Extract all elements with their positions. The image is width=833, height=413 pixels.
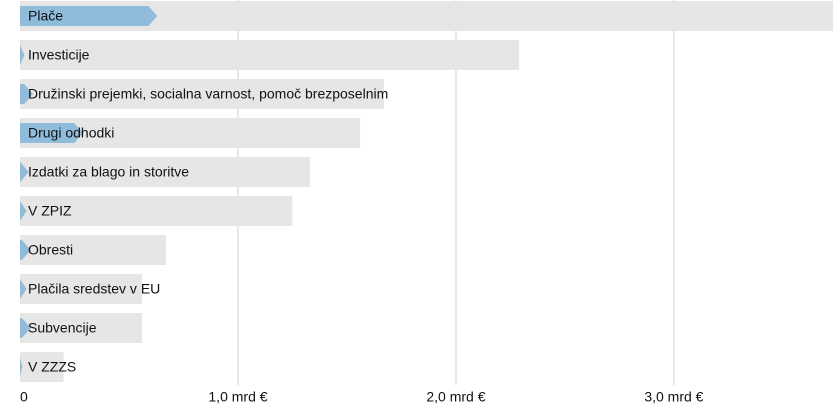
bar <box>20 40 520 70</box>
category-label: Investicije <box>28 47 90 63</box>
x-tick-label: 2,0 mrd € <box>426 389 485 405</box>
bar <box>20 357 23 377</box>
bar <box>20 45 25 65</box>
bar <box>20 352 64 382</box>
bar <box>20 6 158 26</box>
bar <box>20 162 29 182</box>
bar <box>20 123 84 143</box>
x-tick-label: 0 <box>20 389 28 405</box>
category-label: V ZZZS <box>28 359 76 375</box>
category-label: Subvencije <box>28 320 97 336</box>
category-label: Plače <box>28 8 63 24</box>
bar <box>20 196 293 226</box>
bar <box>20 313 143 343</box>
bar <box>20 84 34 104</box>
bar <box>20 240 31 260</box>
x-tick-label: 3,0 mrd € <box>644 389 703 405</box>
bar <box>20 318 31 338</box>
bar <box>20 274 143 304</box>
bar <box>20 235 167 265</box>
bar <box>20 201 27 221</box>
x-tick-label: 1,0 mrd € <box>208 389 267 405</box>
category-label: Plačila sredstev v EU <box>28 281 160 297</box>
category-label: Obresti <box>28 242 73 258</box>
category-label: Drugi odhodki <box>28 125 114 141</box>
category-label: V ZPIZ <box>28 203 72 219</box>
category-label: Družinski prejemki, socialna varnost, po… <box>28 86 388 102</box>
category-label: Izdatki za blago in storitve <box>28 164 189 180</box>
bar <box>20 157 310 187</box>
bar <box>20 79 384 109</box>
bar <box>20 279 27 299</box>
